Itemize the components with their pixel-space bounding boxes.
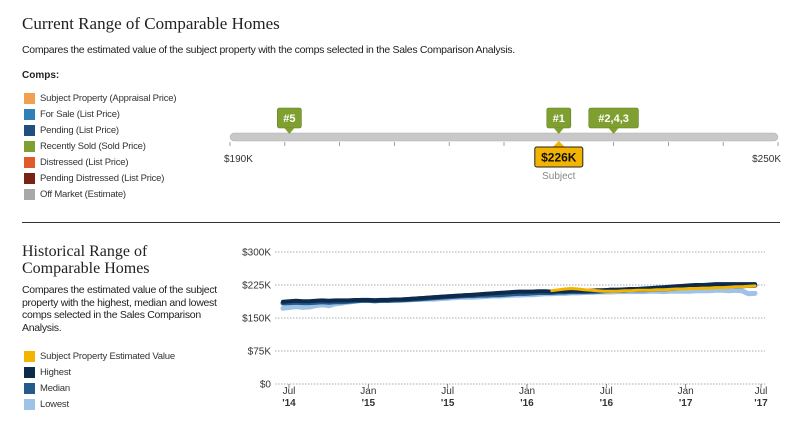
subject-caption: Subject	[542, 171, 576, 182]
comp-marker-label: #5	[283, 113, 295, 125]
comp-marker-label: #1	[553, 113, 565, 125]
legend-item-lowest: Lowest	[24, 396, 175, 412]
x-tick-label-year: '16	[520, 398, 534, 409]
legend-label: Distressed (List Price)	[40, 156, 129, 168]
section-divider	[22, 222, 780, 223]
legend-label: Off Market (Estimate)	[40, 188, 126, 200]
legend-item-subject-estimate: Subject Property Estimated Value	[24, 348, 175, 364]
x-tick-label-month: Jul	[755, 386, 768, 397]
legend-swatch	[24, 398, 35, 410]
legend-item-recently-sold: Recently Sold (Sold Price)	[24, 138, 176, 154]
x-tick-label-year: '17	[679, 398, 693, 409]
legend-label: For Sale (List Price)	[40, 108, 120, 120]
x-tick-label-year: '17	[754, 398, 768, 409]
y-tick-label: $0	[260, 380, 272, 391]
legend-swatch	[24, 350, 35, 362]
subject-pointer	[552, 141, 565, 147]
x-tick-label-year: '15	[362, 398, 376, 409]
subject-marker	[534, 146, 584, 168]
historical-range-subtitle: Compares the estimated value of the subj…	[22, 284, 217, 334]
legend-item-pending-distressed: Pending Distressed (List Price)	[24, 170, 176, 186]
legend-item-off-market: Off Market (Estimate)	[24, 186, 176, 202]
legend-swatch	[24, 188, 35, 200]
range-track	[229, 132, 779, 142]
series-line-highest	[281, 282, 757, 304]
x-tick-label-month: Jan	[678, 386, 694, 397]
legend-item-for-sale: For Sale (List Price)	[24, 106, 176, 122]
legend-item-distressed: Distressed (List Price)	[24, 154, 176, 170]
current-range-title: Current Range of Comparable Homes	[22, 14, 280, 33]
legend-swatch	[24, 366, 35, 378]
comps-range-chart: $190K $250K #5 #1 #2,4,3 $226K Subject	[224, 107, 781, 182]
comps-label: Comps:	[22, 70, 60, 81]
comp-marker-pointer	[553, 128, 564, 134]
historical-range-title: Historical Range of Comparable Homes	[22, 243, 150, 277]
current-range-subtitle: Compares the estimated value of the subj…	[22, 44, 515, 56]
x-tick-label-month: Jan	[360, 386, 376, 397]
legend-swatch	[24, 156, 35, 168]
x-tick-label-month: Jul	[283, 386, 296, 397]
y-tick-label: $75K	[248, 347, 272, 358]
legend-label: Subject Property Estimated Value	[40, 350, 175, 362]
x-tick-label-year: '16	[600, 398, 614, 409]
legend-item-highest: Highest	[24, 364, 175, 380]
x-tick-label-month: Jul	[600, 386, 613, 397]
series-line-subject-property-estimated-value	[550, 284, 757, 293]
range-min-label: $190K	[224, 154, 253, 165]
range-max-label: $250K	[752, 154, 781, 165]
legend-label: Recently Sold (Sold Price)	[40, 140, 146, 152]
legend-label: Pending Distressed (List Price)	[40, 172, 165, 184]
x-tick-label-month: Jan	[519, 386, 535, 397]
y-tick-label: $150K	[242, 314, 271, 325]
x-tick-label-month: Jul	[441, 386, 454, 397]
x-tick-label-year: '14	[282, 398, 296, 409]
legend-label: Highest	[40, 366, 71, 378]
legend-swatch	[24, 124, 35, 136]
comp-marker-pointer	[284, 128, 295, 134]
comp-marker-pointer	[608, 128, 619, 134]
legend-item-pending: Pending (List Price)	[24, 122, 176, 138]
y-tick-label: $225K	[242, 281, 271, 292]
legend-swatch	[24, 108, 35, 120]
legend-swatch	[24, 382, 35, 394]
subject-value-label: $226K	[541, 151, 577, 165]
legend-item-median: Median	[24, 380, 175, 396]
comps-legend: Subject Property (Appraisal Price) For S…	[24, 90, 176, 202]
x-tick-label-year: '15	[441, 398, 455, 409]
legend-swatch	[24, 140, 35, 152]
legend-item-subject: Subject Property (Appraisal Price)	[24, 90, 176, 106]
legend-label: Pending (List Price)	[40, 124, 119, 136]
legend-label: Lowest	[40, 398, 69, 410]
historical-legend: Subject Property Estimated Value Highest…	[24, 348, 175, 412]
y-tick-label: $300K	[242, 248, 271, 259]
legend-label: Subject Property (Appraisal Price)	[40, 92, 177, 104]
legend-label: Median	[40, 382, 70, 394]
legend-swatch	[24, 172, 35, 184]
comp-marker-label: #2,4,3	[598, 113, 629, 125]
legend-swatch	[24, 92, 35, 104]
